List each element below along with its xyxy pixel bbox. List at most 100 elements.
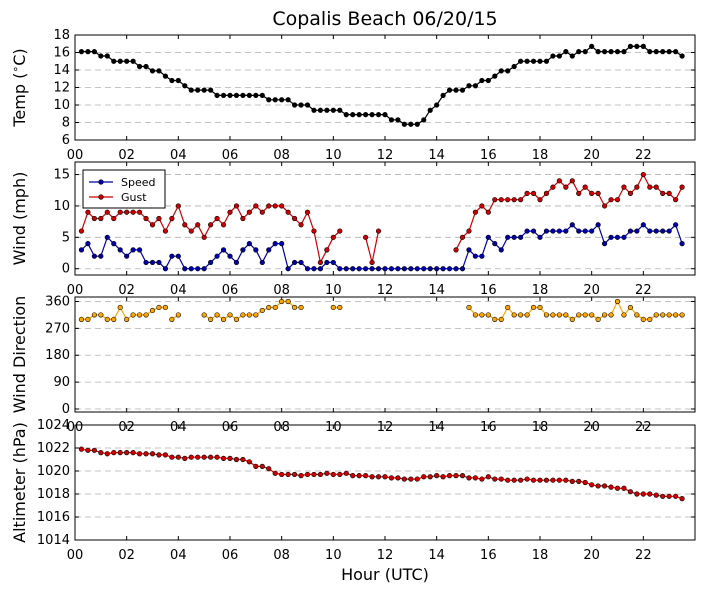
data-point-gust <box>492 197 498 203</box>
data-point-speed <box>311 266 317 272</box>
data-point-dir <box>233 316 240 323</box>
data-point-gust <box>240 215 246 222</box>
data-point-speed <box>208 259 214 266</box>
series-line-dir <box>81 300 683 321</box>
data-point-temp <box>563 49 569 55</box>
data-point-temp <box>634 43 640 49</box>
data-point-gust <box>363 234 369 240</box>
data-point-alt <box>537 477 543 483</box>
data-point-dir <box>595 316 601 323</box>
data-point-temp <box>466 83 472 89</box>
data-point-speed <box>324 259 330 266</box>
data-point-gust <box>233 203 240 209</box>
data-point-speed <box>614 234 621 240</box>
data-point-speed <box>576 228 582 234</box>
data-point-alt <box>382 474 388 480</box>
data-point-speed <box>543 228 550 234</box>
data-point-alt <box>117 450 123 456</box>
data-point-speed <box>498 247 504 253</box>
data-point-gust <box>511 197 517 203</box>
data-point-alt <box>453 473 459 479</box>
data-point-dir <box>285 298 291 305</box>
data-point-temp <box>78 49 85 55</box>
y-tick-label: 8 <box>62 116 70 131</box>
data-point-dir <box>201 312 207 318</box>
x-tick-label: 00 <box>67 548 84 563</box>
data-point-speed <box>401 266 407 272</box>
data-point-gust <box>188 228 194 234</box>
data-point-temp <box>653 49 659 55</box>
y-tick-label: 10 <box>53 98 70 113</box>
data-point-alt <box>279 471 285 478</box>
data-point-gust <box>78 228 85 234</box>
data-point-alt <box>330 471 336 478</box>
y-tick-label: 12 <box>53 81 70 96</box>
data-point-speed <box>660 228 666 234</box>
data-point-alt <box>143 451 149 457</box>
data-point-dir <box>208 316 214 323</box>
data-point-dir <box>227 312 233 318</box>
series-line-temp <box>81 45 683 125</box>
data-point-gust <box>550 184 556 190</box>
data-point-dir <box>543 312 550 318</box>
data-point-alt <box>550 477 556 483</box>
data-point-speed <box>330 259 336 266</box>
data-point-dir <box>673 312 679 318</box>
data-point-speed <box>673 222 679 228</box>
data-point-temp <box>136 63 143 70</box>
data-point-speed <box>524 228 530 234</box>
data-point-temp <box>311 107 317 113</box>
data-point-temp <box>304 102 311 108</box>
data-point-speed <box>511 234 517 240</box>
x-tick-label: 12 <box>377 283 394 298</box>
data-point-alt <box>149 451 156 457</box>
data-point-temp <box>569 53 575 59</box>
data-point-gust <box>459 234 466 240</box>
y-tick-label: 6 <box>62 133 70 148</box>
data-point-temp <box>246 92 252 98</box>
y-tick-label: 180 <box>45 348 70 363</box>
data-point-alt <box>162 452 169 458</box>
data-point-alt <box>272 470 278 476</box>
data-point-alt <box>201 454 207 460</box>
data-point-dir <box>330 304 336 311</box>
data-point-alt <box>130 450 136 456</box>
data-point-temp <box>608 49 614 55</box>
data-point-alt <box>434 473 440 479</box>
data-point-alt <box>401 476 407 482</box>
data-point-speed <box>679 241 685 247</box>
data-point-alt <box>266 466 272 472</box>
data-point-gust <box>175 203 181 209</box>
x-tick-label: 18 <box>532 283 549 298</box>
x-tick-label: 14 <box>428 148 445 163</box>
x-tick-label: 14 <box>428 548 445 563</box>
data-point-alt <box>589 482 595 488</box>
data-point-temp <box>169 77 175 84</box>
data-point-gust <box>576 190 582 196</box>
data-point-alt <box>253 463 259 470</box>
data-point-gust <box>143 215 149 222</box>
data-point-speed <box>556 228 562 234</box>
data-point-dir <box>576 312 582 318</box>
data-point-dir <box>78 316 85 323</box>
data-point-dir <box>240 312 246 318</box>
plot-frame <box>74 34 696 141</box>
data-point-speed <box>621 234 627 240</box>
data-point-temp <box>175 77 181 84</box>
data-point-gust <box>569 178 575 184</box>
data-point-temp <box>556 53 562 59</box>
data-point-alt <box>492 476 498 482</box>
y-tick-label: 360 <box>45 294 70 309</box>
data-point-gust <box>589 190 595 196</box>
data-point-speed <box>440 266 446 272</box>
data-point-alt <box>556 477 562 483</box>
data-point-speed <box>369 266 375 272</box>
data-point-alt <box>124 450 130 456</box>
data-point-speed <box>601 241 608 247</box>
data-point-speed <box>375 266 382 272</box>
data-point-temp <box>621 49 627 55</box>
data-point-dir <box>220 316 227 323</box>
data-point-gust <box>201 234 207 240</box>
x-tick-label: 08 <box>273 148 290 163</box>
